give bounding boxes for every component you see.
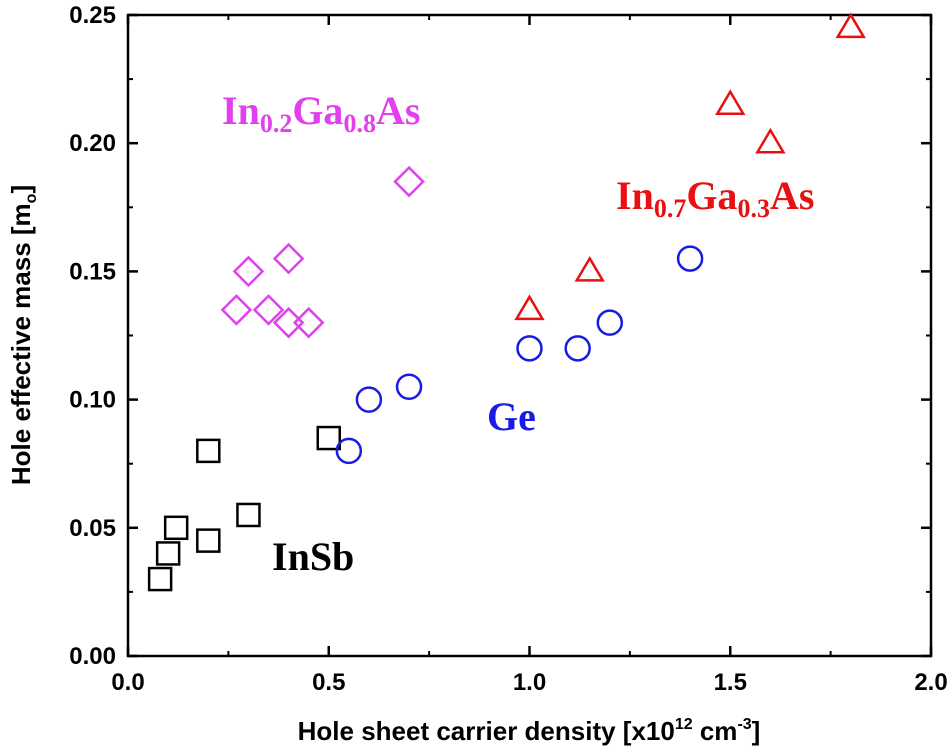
y-tick-label: 0.10 [69, 387, 116, 414]
data-point-circle [395, 373, 423, 401]
data-point-square [147, 566, 173, 592]
x-axis-title: Hole sheet carrier density [x1012 cm-3] [298, 716, 761, 746]
data-markers [147, 12, 866, 592]
y-tick-label: 0.15 [69, 258, 116, 285]
series-label: Ge [487, 394, 536, 439]
series-diamond [220, 165, 425, 339]
x-tick-label: 0.0 [111, 669, 144, 696]
y-tick-label: 0.25 [69, 2, 116, 29]
x-tick-label: 1.5 [714, 669, 747, 696]
data-point-diamond [220, 294, 253, 326]
data-point-triangle [514, 294, 545, 321]
data-point-triangle [574, 255, 605, 282]
data-point-diamond [292, 306, 325, 339]
y-tick-label: 0.05 [69, 515, 116, 542]
data-point-circle [564, 335, 591, 362]
series-square [147, 425, 341, 592]
series-circle [335, 245, 704, 465]
data-point-square [155, 541, 181, 566]
data-point-circle [596, 309, 624, 336]
data-point-diamond [272, 242, 305, 275]
series-triangle [514, 12, 866, 321]
x-tick-label: 0.5 [312, 669, 345, 696]
data-point-circle [516, 335, 543, 362]
data-point-triangle [715, 89, 746, 115]
axis-ticks [126, 13, 933, 658]
data-point-diamond [252, 294, 285, 326]
data-point-square [196, 438, 221, 464]
data-point-triangle [835, 12, 866, 39]
series-label: In0.2Ga0.8As [222, 88, 420, 138]
series-labels: InSb Ge In0.2Ga0.8As In0.7Ga0.3As [222, 88, 814, 579]
series-label: InSb [272, 534, 354, 579]
data-point-square [316, 425, 341, 451]
data-point-square [196, 528, 221, 553]
data-point-square [163, 515, 189, 541]
data-point-diamond [393, 165, 425, 198]
data-point-circle [335, 437, 363, 465]
y-tick-label: 0.00 [69, 643, 116, 670]
tick-labels: 0.0 0.5 1.0 1.5 2.0 0.00 0.05 0.10 0.15 0.20 0.25 [69, 2, 947, 696]
y-tick-label: 0.20 [69, 130, 116, 157]
data-point-circle [676, 245, 704, 272]
data-point-diamond [232, 255, 265, 288]
data-point-triangle [755, 127, 786, 154]
x-tick-label: 1.0 [513, 669, 546, 696]
y-axis-title: Hole effective mass [mo] [6, 185, 40, 485]
x-tick-label: 2.0 [914, 669, 947, 696]
data-point-square [236, 502, 261, 528]
data-point-circle [355, 386, 383, 413]
series-label: In0.7Ga0.3As [616, 173, 814, 223]
